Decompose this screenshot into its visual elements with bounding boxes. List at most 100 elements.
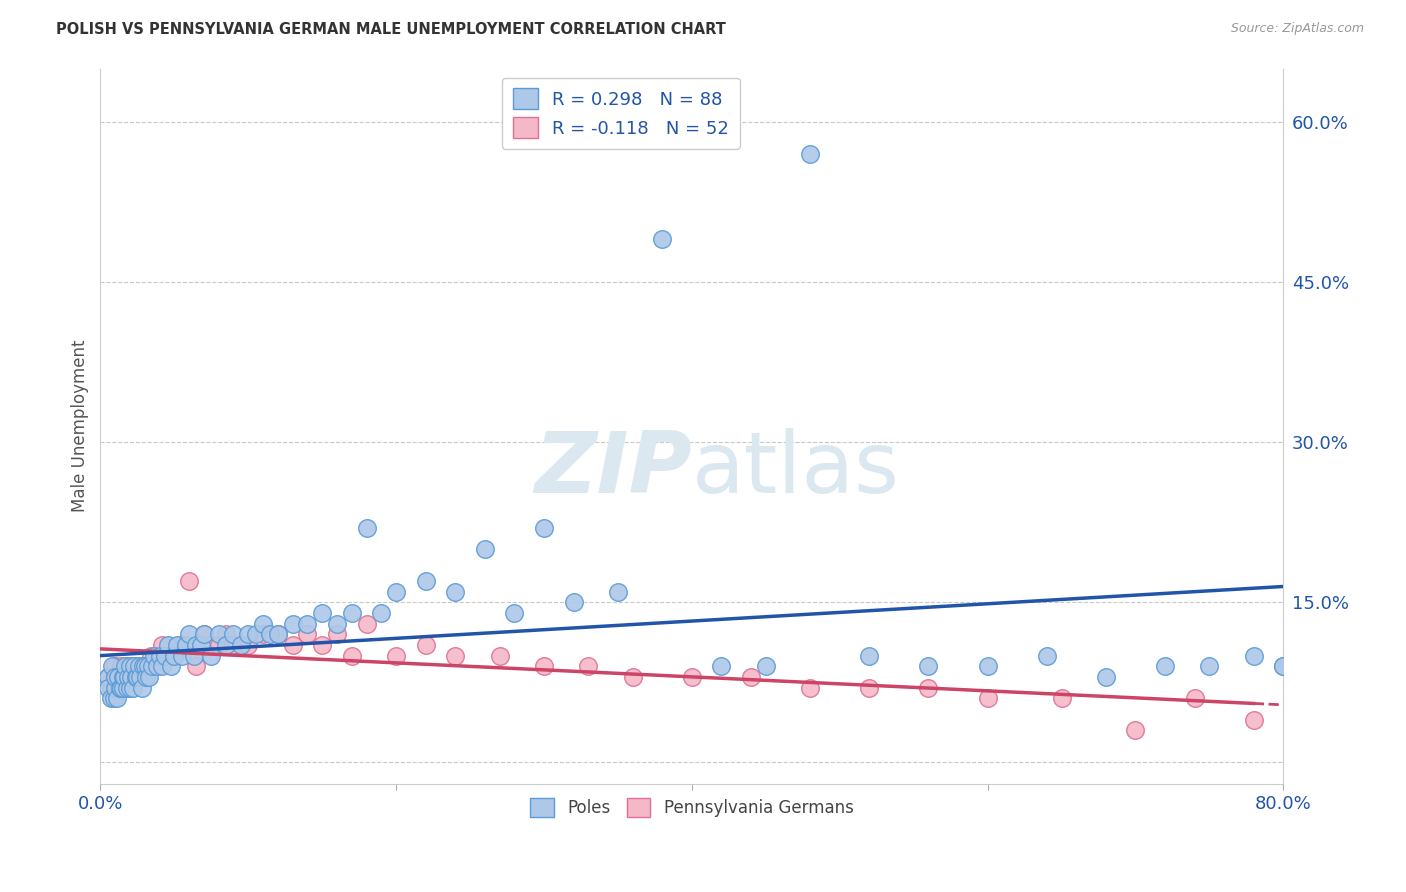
Point <box>100 691 122 706</box>
Point <box>170 648 193 663</box>
Point <box>976 659 998 673</box>
Point <box>118 681 141 695</box>
Point <box>356 616 378 631</box>
Point <box>267 627 290 641</box>
Point <box>155 648 177 663</box>
Point <box>356 520 378 534</box>
Point <box>533 659 555 673</box>
Point <box>105 691 128 706</box>
Text: POLISH VS PENNSYLVANIA GERMAN MALE UNEMPLOYMENT CORRELATION CHART: POLISH VS PENNSYLVANIA GERMAN MALE UNEMP… <box>56 22 725 37</box>
Point <box>681 670 703 684</box>
Point <box>245 627 267 641</box>
Point <box>163 648 186 663</box>
Point <box>200 648 222 663</box>
Point <box>297 616 319 631</box>
Point <box>267 627 290 641</box>
Point <box>370 606 392 620</box>
Point <box>858 681 880 695</box>
Point <box>415 574 437 588</box>
Point <box>311 638 333 652</box>
Point <box>103 670 125 684</box>
Point <box>917 681 939 695</box>
Point <box>1050 691 1073 706</box>
Point <box>1184 691 1206 706</box>
Text: atlas: atlas <box>692 427 900 510</box>
Point <box>193 627 215 641</box>
Point <box>115 681 138 695</box>
Point <box>976 691 998 706</box>
Point <box>186 638 208 652</box>
Point <box>755 659 778 673</box>
Point <box>222 627 245 641</box>
Point <box>190 638 212 652</box>
Point <box>97 681 120 695</box>
Y-axis label: Male Unemployment: Male Unemployment <box>72 340 89 512</box>
Point <box>222 638 245 652</box>
Point <box>170 638 193 652</box>
Point <box>281 616 304 631</box>
Point <box>444 584 467 599</box>
Point <box>444 648 467 663</box>
Point <box>122 681 145 695</box>
Point <box>120 670 142 684</box>
Point <box>125 670 148 684</box>
Point <box>141 659 163 673</box>
Point <box>107 670 129 684</box>
Point <box>160 659 183 673</box>
Point <box>118 670 141 684</box>
Text: ZIP: ZIP <box>534 427 692 510</box>
Point <box>1095 670 1118 684</box>
Point <box>1035 648 1057 663</box>
Point <box>200 638 222 652</box>
Point <box>136 659 159 673</box>
Point <box>799 147 821 161</box>
Point <box>208 638 231 652</box>
Point <box>138 670 160 684</box>
Point <box>112 670 135 684</box>
Point <box>710 659 733 673</box>
Point <box>97 670 120 684</box>
Point <box>259 627 281 641</box>
Point <box>1243 648 1265 663</box>
Point <box>166 638 188 652</box>
Point <box>208 627 231 641</box>
Point <box>132 659 155 673</box>
Point <box>415 638 437 652</box>
Point <box>326 616 349 631</box>
Point <box>576 659 599 673</box>
Point <box>104 681 127 695</box>
Point <box>135 670 157 684</box>
Point <box>131 681 153 695</box>
Point <box>799 681 821 695</box>
Point <box>474 541 496 556</box>
Point <box>124 659 146 673</box>
Point <box>621 670 644 684</box>
Point <box>281 638 304 652</box>
Point <box>107 670 129 684</box>
Point <box>118 659 141 673</box>
Point <box>104 670 127 684</box>
Point <box>100 681 122 695</box>
Point <box>177 627 200 641</box>
Point <box>145 648 167 663</box>
Point <box>131 670 153 684</box>
Point <box>740 670 762 684</box>
Point <box>238 627 260 641</box>
Point <box>385 648 408 663</box>
Point <box>127 670 149 684</box>
Point <box>111 670 134 684</box>
Point <box>326 627 349 641</box>
Point <box>110 681 132 695</box>
Point <box>127 659 149 673</box>
Point <box>562 595 585 609</box>
Point <box>183 648 205 663</box>
Point <box>533 520 555 534</box>
Point <box>129 670 152 684</box>
Point <box>229 638 252 652</box>
Legend: Poles, Pennsylvania Germans: Poles, Pennsylvania Germans <box>522 789 862 825</box>
Point <box>1198 659 1220 673</box>
Point <box>177 574 200 588</box>
Point <box>174 638 197 652</box>
Point <box>488 648 510 663</box>
Point <box>1272 659 1295 673</box>
